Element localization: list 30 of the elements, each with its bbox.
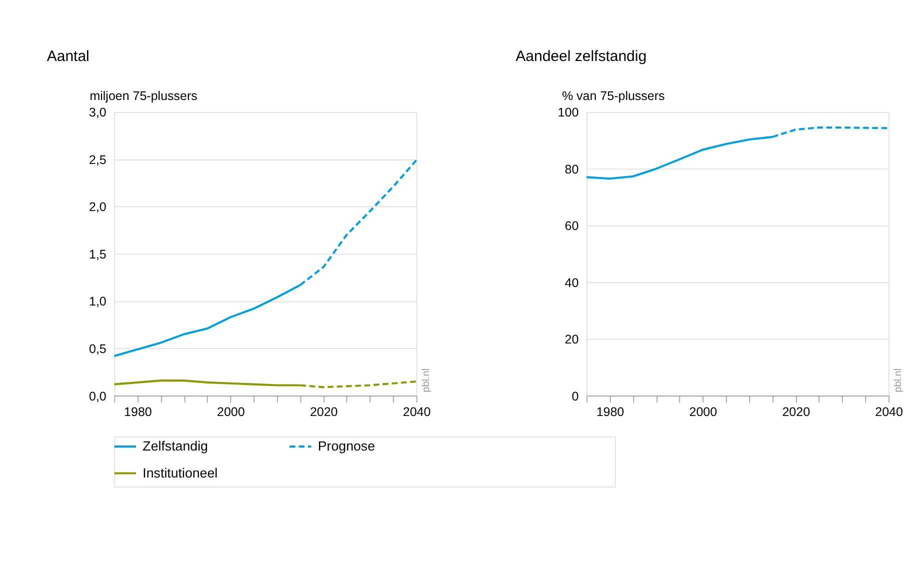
y-tick-label: 3,0 <box>88 106 106 120</box>
x-tick-label: 2020 <box>782 405 810 420</box>
y-tick-label: 40 <box>564 276 579 290</box>
x-tick-label: 2020 <box>310 405 338 420</box>
y-tick-label: 0,0 <box>88 389 106 404</box>
y-tick-label: 0 <box>572 389 579 404</box>
chart-title: Aantal <box>46 48 90 66</box>
y-tick-label: 20 <box>564 332 579 347</box>
y-tick-label: 2,0 <box>88 200 106 214</box>
legend-label: Zelfstandig <box>142 438 208 454</box>
y-tick-label: 0,5 <box>88 342 106 356</box>
text: pbl.nl <box>893 368 904 392</box>
x-tick-label: 2040 <box>402 405 431 420</box>
text: pbl.nl <box>420 368 432 392</box>
chart-title: Aandeel zelfstandig <box>516 48 647 66</box>
y-tick-label: 100 <box>558 106 579 120</box>
y-tick-label: 60 <box>564 219 579 234</box>
x-tick-label: 2000 <box>217 405 245 420</box>
y-tick-label: 1,5 <box>88 247 106 262</box>
legend-label: Institutioneel <box>142 465 218 480</box>
legend-label: Prognose <box>318 438 376 454</box>
y-tick-label: 1,0 <box>88 294 106 309</box>
y-tick-label: 80 <box>564 162 579 176</box>
x-tick-label: 2040 <box>875 405 904 420</box>
y-axis-title: % van 75-plussers <box>562 88 665 103</box>
x-tick-label: 2000 <box>689 405 718 420</box>
x-tick-label: 1980 <box>124 405 152 420</box>
y-tick-label: 2,5 <box>88 152 106 167</box>
y-axis-title: miljoen 75-plussers <box>90 88 198 103</box>
x-tick-label: 1980 <box>596 405 624 420</box>
